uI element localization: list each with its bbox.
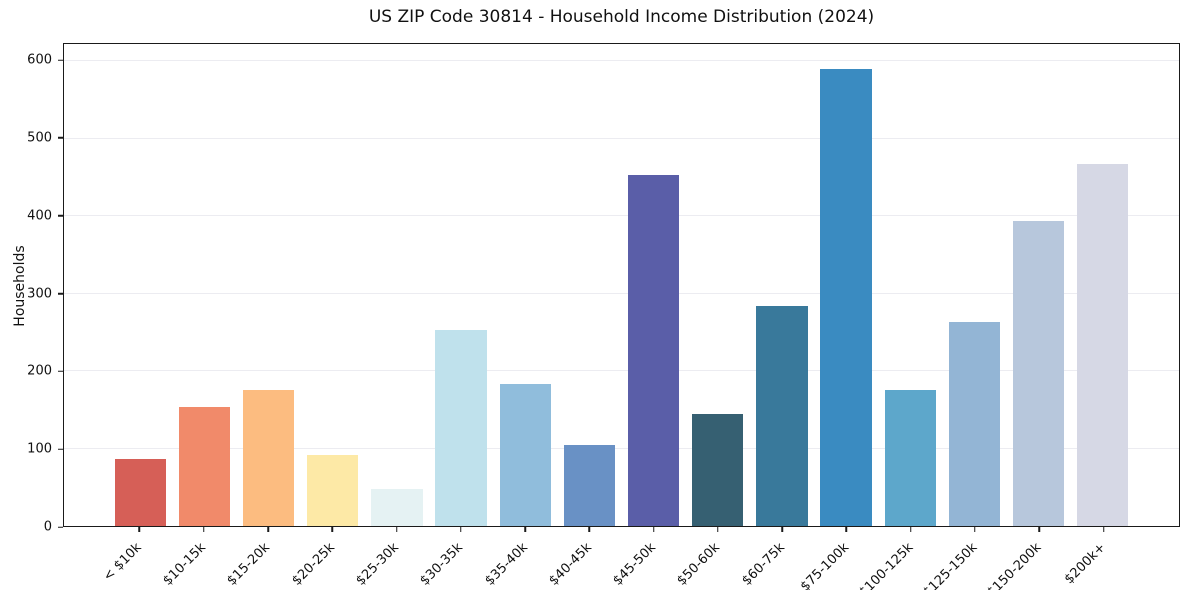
bar — [948, 322, 1000, 526]
y-tick-mark — [58, 448, 63, 450]
y-tick-label: 0 — [43, 519, 52, 535]
bar — [1012, 220, 1065, 526]
plot-area — [63, 43, 1180, 527]
bar — [692, 414, 744, 526]
y-tick-label: 400 — [27, 208, 52, 224]
x-tick-mark — [1102, 527, 1105, 532]
y-tick-mark — [58, 292, 63, 295]
y-tick-label: 500 — [27, 130, 52, 146]
x-tick-label: $60-75k — [738, 540, 788, 589]
y-tick-label: 600 — [27, 52, 52, 68]
bar — [884, 390, 936, 526]
gridline — [64, 370, 1179, 372]
x-tick-label: $15-20k — [224, 540, 274, 589]
x-tick-mark — [202, 527, 205, 532]
y-tick-mark — [58, 370, 63, 373]
y-tick-label: 300 — [27, 286, 52, 302]
x-tick-mark — [524, 527, 526, 532]
bar — [114, 458, 166, 526]
x-tick-mark — [331, 527, 334, 532]
gridline — [64, 447, 1179, 449]
x-tick-mark — [652, 527, 655, 532]
x-tick-label: $125-150k — [920, 540, 981, 590]
bar — [307, 454, 359, 526]
gridline — [64, 60, 1179, 62]
x-tick-mark — [395, 527, 398, 532]
x-tick-label: $100-125k — [855, 540, 917, 590]
y-tick-mark — [58, 215, 63, 217]
x-tick-label: < $10k — [100, 540, 145, 585]
x-tick-mark — [909, 527, 912, 532]
bar — [435, 329, 487, 526]
x-tick-label: $200k+ — [1061, 540, 1109, 588]
gridline — [64, 137, 1179, 139]
x-axis: < $10k $10-15k $15-20k $20-25k $25-30k $30-35… — [63, 527, 1180, 590]
y-tick-mark — [58, 526, 63, 528]
bar — [178, 407, 231, 526]
chart-title: US ZIP Code 30814 - Household Income Dis… — [368, 7, 875, 27]
gridline — [64, 292, 1179, 294]
x-tick-label: $45-50k — [610, 540, 659, 589]
x-tick-mark — [781, 527, 783, 532]
y-tick-mark — [58, 137, 63, 139]
x-tick-label: $25-30k — [353, 540, 402, 589]
x-tick-label: $75-100k — [797, 540, 852, 590]
y-axis: 0 100 200 300 400 500 600 — [0, 43, 63, 535]
bar — [820, 68, 872, 526]
bar — [1076, 164, 1129, 526]
x-tick-mark — [588, 527, 591, 532]
x-tick-mark — [460, 527, 462, 532]
gridline — [64, 215, 1179, 217]
x-tick-mark — [1038, 527, 1040, 532]
y-tick-label: 200 — [27, 363, 52, 379]
x-tick-label: $40-45k — [546, 540, 595, 589]
bar — [499, 384, 551, 526]
x-tick-label: $20-25k — [289, 540, 338, 589]
x-tick-label: $50-60k — [674, 540, 724, 589]
bar — [242, 390, 295, 526]
y-tick-mark — [58, 59, 63, 61]
bar — [627, 174, 680, 526]
x-tick-mark — [717, 527, 719, 532]
x-tick-mark — [974, 527, 976, 532]
bar — [756, 305, 808, 526]
x-tick-label: $10-15k — [160, 540, 210, 589]
x-tick-mark — [267, 527, 269, 532]
bar — [371, 488, 423, 526]
x-tick-label: $150-200k — [984, 540, 1045, 590]
bar — [563, 445, 616, 526]
x-tick-label: $35-40k — [481, 540, 531, 589]
x-tick-label: $30-35k — [417, 540, 467, 589]
y-tick-label: 100 — [27, 441, 52, 457]
x-tick-mark — [845, 527, 848, 532]
x-tick-mark — [138, 527, 141, 532]
